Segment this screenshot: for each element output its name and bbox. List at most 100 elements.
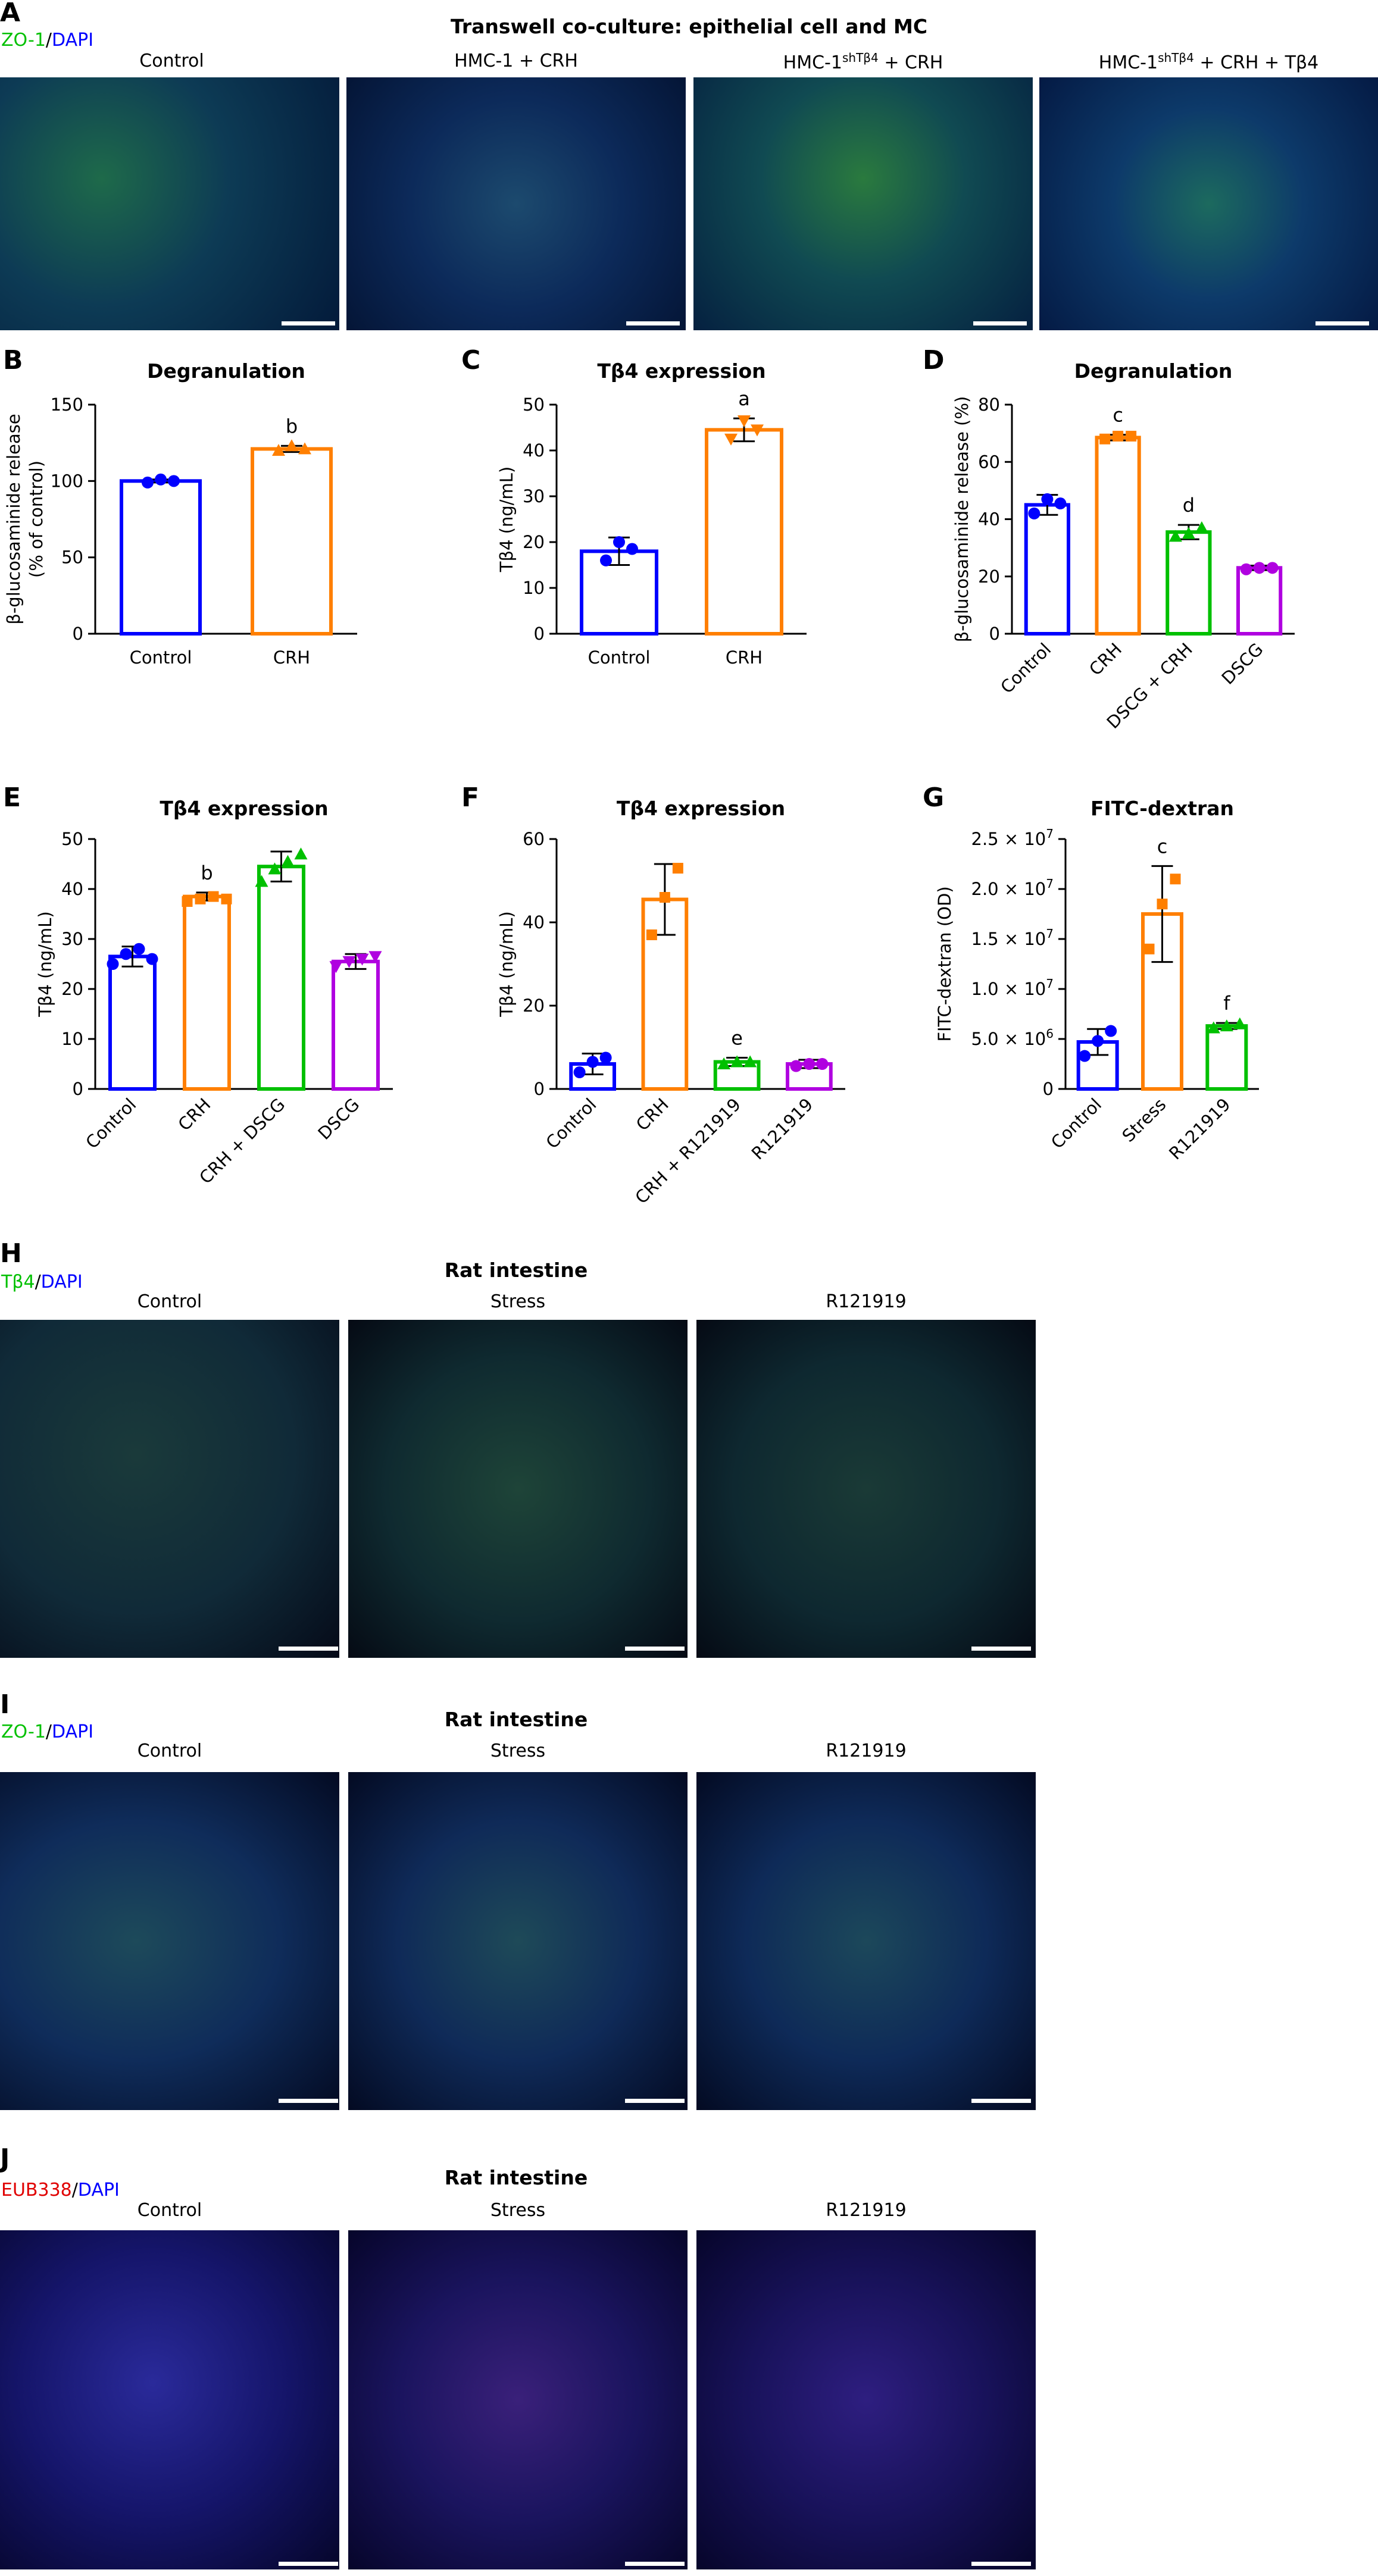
y-axis-label: Tβ4 (ng/mL): [496, 467, 517, 572]
x-tick-label: Control: [542, 1094, 600, 1153]
panel-i-title: Rat intestine: [444, 1708, 588, 1731]
bar-crh-dscg: [257, 865, 305, 1091]
y-tick-label: 60: [523, 829, 545, 849]
data-point: [146, 953, 158, 965]
y-axis-label: (% of control): [26, 461, 46, 578]
significance-letter: f: [1223, 992, 1230, 1015]
data-point: [1240, 563, 1252, 575]
y-tick-label: 0: [1043, 1079, 1054, 1099]
scale-bar: [626, 321, 680, 325]
tick-text: 1.0 × 10: [971, 979, 1046, 999]
tick-text: 0: [989, 624, 1000, 644]
tick-text: 50: [523, 395, 545, 415]
y-tick-label: 0: [989, 624, 1000, 644]
panel-a-image-control: [0, 77, 339, 330]
tick-superscript: 6: [1046, 1026, 1054, 1041]
bar-r121919: [1205, 1024, 1248, 1091]
data-point: [730, 1055, 744, 1068]
stain-part: /: [45, 1721, 52, 1742]
data-point: [1079, 1050, 1091, 1062]
panel-i-label-r121919: R121919: [826, 1741, 907, 1761]
significance-letter: c: [1113, 404, 1123, 427]
tick-text: 2.0 × 10: [971, 879, 1046, 899]
y-tick-label: 0: [73, 624, 83, 644]
tick-text: 0: [73, 624, 83, 644]
panel-h-label-control: Control: [137, 1291, 202, 1312]
significance-letter: b: [286, 415, 298, 437]
chart-e: E Tβ4 expression 0 10 20 30 40 50 Tβ4 (ng/mL) Con…: [3, 782, 393, 1188]
y-tick-label: 20: [61, 979, 83, 999]
panel-j-image-r121919: [696, 2230, 1036, 2569]
tick-text: 60: [523, 829, 545, 849]
scale-bar: [973, 321, 1027, 325]
x-tick-label: R121919: [1165, 1094, 1235, 1164]
data-point: [168, 475, 180, 487]
bar-crh: [1095, 436, 1141, 636]
data-point: [1041, 493, 1054, 505]
tick-text: 5.0 × 10: [971, 1029, 1046, 1049]
data-point: [272, 444, 285, 456]
x-tick-label: Control: [996, 639, 1055, 697]
panel-j-image-control: [0, 2230, 339, 2569]
panel-a-label-shtb4-crh-tb4: HMC-1shTβ4 + CRH + Tβ4: [1039, 51, 1378, 73]
chart-title: Degranulation: [147, 359, 305, 383]
chart-f: F Tβ4 expression 0 20 40 60 Tβ4 (ng/mL) Control…: [461, 782, 845, 1208]
data-point: [573, 1066, 586, 1078]
y-axis-label: Tβ4 (ng/mL): [35, 911, 55, 1017]
y-tick-label: 20: [978, 566, 1000, 587]
data-point: [1266, 562, 1279, 574]
scale-bar: [279, 1647, 338, 1651]
y-axis-label: Tβ4 (ng/mL): [496, 911, 517, 1017]
panel-h-image-control: [0, 1320, 339, 1658]
tick-text: 80: [978, 395, 1000, 415]
chart-title: FITC-dextran: [1090, 797, 1234, 820]
panel-a-label-control: Control: [139, 51, 204, 71]
data-point: [1253, 562, 1265, 574]
stain-part: DAPI: [52, 30, 94, 51]
data-point: [1113, 430, 1124, 442]
y-tick-label: 50: [61, 829, 83, 849]
stain-part: DAPI: [77, 2180, 120, 2201]
y-axis-label: β-glucosaminide release (%): [952, 396, 972, 643]
data-point: [142, 476, 154, 489]
data-point: [738, 415, 751, 427]
bar-control: [108, 954, 157, 1091]
tick-text: 40: [61, 879, 83, 899]
chart-c: C Tβ4 expression 0 10 20 30 40 50 Tβ4 (ng/mL) Con…: [461, 345, 807, 668]
data-point: [1092, 1035, 1104, 1047]
stain-part: DAPI: [40, 1272, 83, 1292]
x-tick-label: Control: [130, 647, 192, 668]
panel-h-image-stress: [348, 1320, 688, 1658]
tick-text: 50: [61, 829, 83, 849]
scale-bar: [625, 1647, 685, 1651]
data-point: [1233, 1017, 1246, 1029]
tick-text: 60: [978, 452, 1000, 472]
data-point: [803, 1058, 815, 1070]
panel-i-image-r121919: [696, 1772, 1036, 2110]
y-tick-label: 40: [523, 440, 545, 461]
data-point: [743, 1055, 757, 1068]
panel-j-title: Rat intestine: [444, 2166, 588, 2189]
stain-part: ZO-1: [1, 1721, 46, 1742]
y-tick-label: 50: [61, 547, 83, 568]
panel-letter: C: [461, 345, 480, 375]
data-point: [1157, 899, 1168, 910]
bar-dscg: [332, 959, 380, 1091]
y-tick-label: 60: [978, 452, 1000, 472]
panel-a-image-shtb4-crh: [693, 77, 1033, 330]
data-point: [1143, 943, 1155, 954]
data-point: [1105, 1025, 1117, 1037]
data-point: [646, 929, 657, 940]
tick-text: 40: [978, 509, 1000, 530]
data-point: [586, 1056, 599, 1068]
data-point: [1099, 433, 1111, 445]
scale-bar: [971, 2562, 1031, 2566]
bar-control: [1024, 503, 1070, 636]
x-tick-label: Control: [588, 647, 651, 668]
data-point: [195, 893, 206, 904]
tick-text: 30: [523, 486, 545, 506]
significance-letter: c: [1157, 835, 1168, 857]
y-tick-label: 2.0 × 107: [971, 877, 1054, 899]
data-point: [107, 958, 119, 970]
stain-part: /: [71, 2180, 78, 2201]
